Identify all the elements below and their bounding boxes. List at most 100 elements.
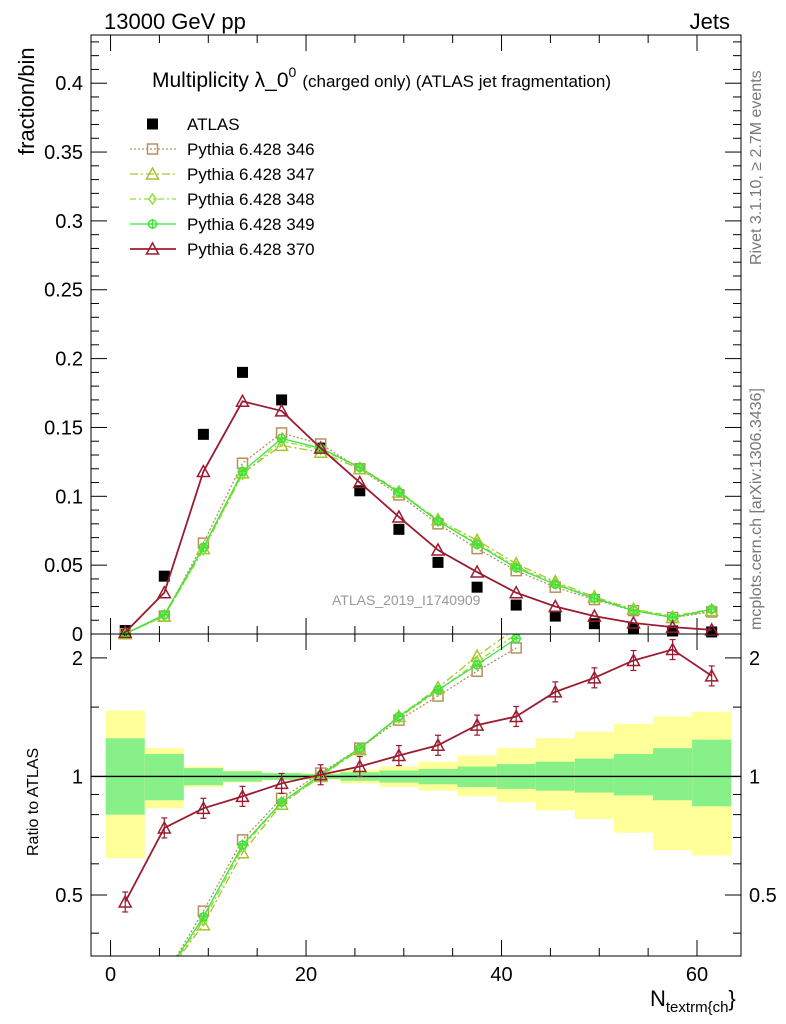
ratio-pythia-6-428-349-line	[177, 637, 517, 956]
ratio-pythia-6-428-348-point	[238, 841, 247, 854]
header-left: 13000 GeV pp	[104, 9, 246, 34]
series-pythia-6-428-370-point	[430, 542, 446, 556]
x-axis-label: Ntextrm{ch}	[650, 986, 736, 1016]
x-axis-label-main: N	[650, 986, 666, 1011]
ratio-clip-group	[117, 622, 719, 982]
series-pythia-6-428-348-point	[238, 467, 247, 481]
series-pythia-6-428-348-point	[198, 543, 208, 557]
ratio-axis-ticks: 0.5 0.51 12 20 20 40 60	[55, 633, 777, 986]
series-pythia-6-428-370-point	[665, 619, 680, 633]
series-pythia-6-428-370-point	[587, 608, 602, 622]
series-atlas-point	[510, 599, 522, 611]
ratio-pythia-6-428-346-point	[159, 972, 169, 982]
ratio-frame	[90, 633, 742, 957]
header-right: Jets	[690, 9, 730, 34]
ratio-pythia-6-428-370-point	[352, 758, 368, 773]
ratio-pythia-6-428-370-point	[313, 767, 328, 781]
series-pythia-6-428-370-point	[157, 585, 172, 599]
ratio-panel	[91, 710, 741, 859]
x-axis-label-tail: }	[728, 986, 735, 1011]
x-tick-label: 60	[686, 964, 708, 986]
band-inner-bin	[613, 754, 654, 796]
ratio-pythia-6-428-370-point	[508, 708, 524, 723]
band-inner-bin	[692, 739, 732, 807]
legend-pythia-6-428-348-marker	[148, 192, 157, 206]
x-tick-label: 20	[295, 964, 317, 986]
ratio-pythia-6-428-348-point	[161, 972, 168, 982]
ratio-pythia-6-428-370-point	[548, 684, 563, 698]
watermark: ATLAS_2019_I1740909	[332, 592, 481, 608]
ratio-pythia-6-428-370-point	[587, 670, 602, 684]
series-atlas-point	[197, 428, 209, 440]
legend-pythia-6-428-370-marker	[145, 241, 160, 255]
series-pythia-6-428-370-point	[704, 622, 719, 636]
series-pythia-6-428-370-point	[196, 463, 211, 478]
ratio-pythia-6-428-347-line	[179, 634, 510, 956]
x-axis-label-sub: textrm{ch	[666, 999, 729, 1016]
ratio-series-layer	[117, 622, 719, 982]
series-atlas-point	[237, 366, 249, 378]
ratio-pythia-6-428-370-point	[665, 641, 680, 656]
y-tick-label: 0.3	[55, 211, 83, 233]
y-tick-label: 0.25	[44, 280, 83, 302]
ratio-pythia-6-428-370-point	[469, 717, 485, 731]
series-pythia-6-428-370-line	[124, 400, 712, 633]
y-tick-label: 0.4	[55, 73, 83, 95]
ratio-pythia-6-428-370-point	[274, 775, 289, 790]
series-atlas-point	[549, 610, 561, 622]
legend-pythia-6-428-346-marker	[146, 143, 159, 155]
legend-atlas-label: ATLAS	[187, 115, 240, 134]
ratio-pythia-6-428-346-line	[175, 647, 517, 956]
band-inner-bin	[144, 754, 184, 801]
series-atlas-point	[276, 394, 288, 406]
chart-title-main: Multiplicity λ_0	[152, 69, 289, 92]
band-inner-bin	[574, 758, 614, 793]
chart-title-sup: 0	[289, 64, 297, 80]
series-pythia-6-428-370-point	[117, 624, 133, 639]
ratio-pythia-6-428-370-point	[704, 668, 719, 682]
ratio-y-tick-label-left: 0.5	[55, 885, 83, 907]
band-inner-bin	[653, 748, 693, 801]
y-tick-label: 0.05	[44, 555, 83, 577]
ratio-pythia-6-428-370-line	[124, 648, 713, 903]
x-tick-label: 40	[490, 964, 512, 986]
series-atlas-point	[393, 523, 405, 535]
ratio-pythia-6-428-347-point	[158, 971, 170, 982]
legend-pythia-6-428-370-label: Pythia 6.428 370	[187, 240, 315, 259]
ratio-pythia-6-428-370-point	[626, 652, 641, 667]
y-tick-label: 0.1	[55, 486, 83, 508]
series-pythia-6-428-370-point	[508, 585, 524, 599]
chart-title-rest: (charged only) (ATLAS jet fragmentation)	[302, 72, 611, 91]
ratio-pythia-6-428-370-point	[196, 800, 211, 815]
ratio-pythia-6-428-348-point	[433, 684, 443, 698]
y-tick-label: 0	[72, 624, 83, 646]
main-axis-ticks: 0 0.05 0.1 0.15 0.2 0.25 0.3 0.35 0.4	[44, 35, 741, 646]
ratio-y-tick-label-right: 0.5	[749, 885, 777, 907]
rivet-label: Rivet 3.1.10, ≥ 2.7M events	[748, 70, 765, 265]
legend-pythia-6-428-347-marker	[145, 166, 160, 180]
legend-pythia-6-428-346-label: Pythia 6.428 346	[187, 140, 315, 159]
legend-pythia-6-428-348-label: Pythia 6.428 348	[187, 190, 315, 209]
series-pythia-6-428-346-line	[124, 432, 712, 635]
ratio-y-tick-label-left: 1	[72, 766, 83, 788]
series-atlas-point	[354, 485, 366, 497]
chart-title: Multiplicity λ_00 (charged only) (ATLAS j…	[152, 64, 611, 92]
series-pythia-6-428-370-point	[548, 598, 563, 613]
y-tick-label: 0.15	[44, 417, 83, 439]
legend: ATLAS Pythia 6.428 346 Pythia 6.428 347 Pyt…	[130, 115, 315, 259]
mcplots-label: mcplots.cern.ch [arXiv:1306.3436]	[748, 388, 765, 630]
ratio-pythia-6-428-370-point	[117, 894, 133, 908]
ratio-y-tick-label-left: 2	[72, 648, 83, 670]
series-pythia-6-428-370-point	[626, 615, 641, 629]
series-pythia-6-428-370-point	[235, 393, 250, 408]
ratio-pythia-6-428-348-point	[198, 914, 208, 928]
ratio-pythia-6-428-370-point	[430, 737, 446, 752]
y-tick-label: 0.35	[44, 142, 83, 164]
ratio-pythia-6-428-347-point	[510, 622, 522, 633]
series-pythia-6-428-370-point	[313, 440, 328, 454]
series-atlas-point	[667, 625, 679, 637]
series-pythia-6-428-370-point	[391, 509, 407, 523]
series-atlas-point	[158, 570, 170, 582]
series-pythia-6-428-370-point	[469, 564, 485, 578]
series-atlas-point	[588, 618, 600, 630]
